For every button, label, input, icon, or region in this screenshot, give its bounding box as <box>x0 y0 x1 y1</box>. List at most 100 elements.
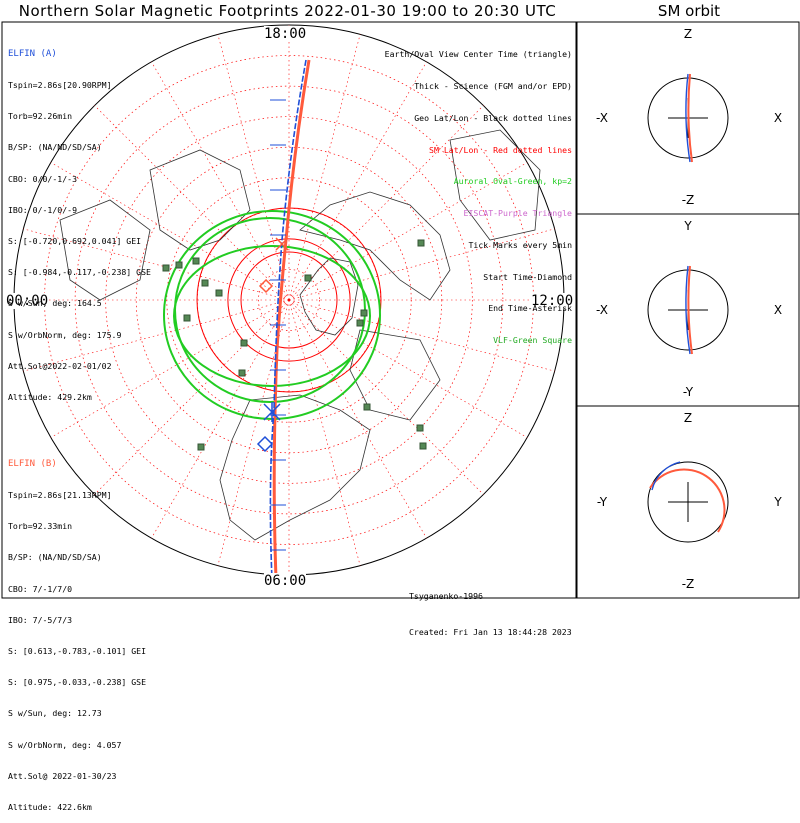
vlf-station <box>417 239 425 247</box>
footprint-tracks <box>256 59 311 581</box>
elfin-b-line: CBO: 7/-1/7/0 <box>8 583 73 594</box>
sm-lat-ring <box>135 146 443 454</box>
elfin-b-track <box>272 59 311 581</box>
vlf-station <box>356 319 364 327</box>
legend-item: Tick Marks every 5min <box>468 239 572 250</box>
sm-lat-ring <box>74 85 504 515</box>
vlf-station <box>363 403 371 411</box>
sm-orbit-a <box>685 73 691 163</box>
elfin-b-line: B/SP: (NA/ND/SD/SA) <box>8 552 102 563</box>
sm-meridian <box>50 162 290 301</box>
sm-label-left: -X <box>596 111 608 125</box>
legend-item: SM Lat/Lon - Red dotted lines <box>429 144 572 155</box>
clock-label-right: 12:00 <box>531 293 574 309</box>
vlf-station <box>162 264 170 272</box>
vlf-station <box>419 442 427 450</box>
auroral-oval-outer <box>173 245 371 387</box>
vlf-station <box>240 339 248 347</box>
sm-earth-circle <box>647 461 729 543</box>
vlf-station <box>201 279 209 287</box>
sm-label-bottom: -Z <box>682 193 695 207</box>
vlf-stations <box>162 239 427 451</box>
legend-item: Geo Lat/Lon - Black dotted lines <box>414 112 572 123</box>
sm-meridian <box>288 34 361 301</box>
elfin-a-line: B/SP: (NA/ND/SD/SA) <box>8 142 102 153</box>
sm-meridian <box>288 299 361 566</box>
coastline <box>149 149 251 251</box>
sm-meridian <box>288 61 427 301</box>
sm-label-right: X <box>774 303 782 317</box>
legend-item: Start Time-Diamond <box>483 271 572 282</box>
clock-label-left: 00:00 <box>6 293 49 309</box>
elfin-b-line: S w/Sun, deg: 12.73 <box>8 708 102 719</box>
sm-meridian <box>94 105 290 301</box>
sm-meridian <box>151 299 290 539</box>
elfin-b-line: Tspin=2.86s[21.13RPM] <box>8 490 112 501</box>
sm-label-top: Y <box>683 219 692 233</box>
start-diamond-marker <box>256 435 274 453</box>
elfin-a-track <box>269 59 307 581</box>
vlf-station <box>215 289 223 297</box>
vlf-station <box>175 261 183 269</box>
clock-label-bottom: 06:00 <box>264 573 307 589</box>
sm-label-top: Z <box>684 27 692 41</box>
view-center-marker <box>258 278 274 294</box>
sm-meridian <box>288 299 484 495</box>
sm-meridian <box>288 162 528 301</box>
sm-orbit-panels: Z -Z -X X Y -Y -X X Z -Z -Y Y <box>596 27 782 591</box>
sm-meridian <box>288 228 555 301</box>
sm-label-left: -Y <box>597 495 608 509</box>
elfin-b-line: S w/OrbNorm, deg: 4.057 <box>8 739 122 750</box>
elfin-a-line: S w/Sun, deg: 164.5 <box>8 298 102 309</box>
legend-item: Earth/Oval View Center Time (triangle) <box>384 49 572 60</box>
elfin-a-line: IBO: 0/-1/0/-9 <box>8 204 78 215</box>
sm-label-bottom: -Y <box>683 385 694 399</box>
elfin-b-name: ELFIN (B) <box>8 458 57 469</box>
sm-frame <box>576 21 800 599</box>
coastline <box>299 191 451 301</box>
sm-meridian <box>288 105 484 301</box>
legend-item: Thick - Science (FGM and/or EPD) <box>414 80 572 91</box>
vlf-station <box>192 257 200 265</box>
end-asterisk-marker-b <box>275 237 289 251</box>
vlf-station <box>238 369 246 377</box>
elfin-a-line: Att.Sol@2022-02-01/02 <box>8 360 112 371</box>
coastline <box>449 129 541 241</box>
sm-orbit-b <box>649 468 726 533</box>
vlf-station <box>304 274 312 282</box>
coastline <box>299 257 359 336</box>
vlf-station <box>197 443 205 451</box>
elfin-a-line: S w/OrbNorm, deg: 175.9 <box>8 329 122 340</box>
vlf-station <box>183 314 191 322</box>
elfin-a-line: Altitude: 429.2km <box>8 392 92 403</box>
sm-orbit-a <box>685 265 691 355</box>
legend-item: End Time-Asterisk <box>488 303 572 314</box>
clock-label-top: 18:00 <box>264 26 307 42</box>
coastline <box>59 199 151 301</box>
footer-credit: Tsyganenko-1996 <box>409 591 483 601</box>
sm-meridian <box>94 299 290 495</box>
vlf-station <box>416 424 424 432</box>
legend-item: VLF-Green Square <box>493 335 572 346</box>
footer-created: Created: Fri Jan 13 18:44:28 2023 <box>409 627 572 637</box>
sm-label-right: X <box>774 111 782 125</box>
footer: Tsyganenko-1996 Created: Fri Jan 13 18:4… <box>409 566 572 650</box>
elfin-b-line: S: [0.613,-0.783,-0.101] GEI <box>8 646 147 657</box>
coastline <box>219 394 371 541</box>
sm-meridian <box>288 299 427 539</box>
legend-item: EISCAT-Purple Triangle <box>463 208 572 219</box>
sm-lat-ring <box>105 116 473 484</box>
sm-meridian <box>288 299 555 372</box>
page-title: Northern Solar Magnetic Footprints 2022-… <box>18 2 557 20</box>
sm-meridian <box>23 299 290 372</box>
coastline <box>349 329 441 421</box>
elfin-a-name: ELFIN (A) <box>8 48 57 59</box>
elfin-b-line: Torb=92.33min <box>8 521 73 532</box>
elfin-a-line: S: [-0.984,-0.117,-0.238] GSE <box>8 267 151 278</box>
elfin-a-info: ELFIN (A) Tspin=2.86s[20.90RPM] Torb=92.… <box>8 28 151 413</box>
elfin-a-line: Tspin=2.86s[20.90RPM] <box>8 80 112 91</box>
sm-label-top: Z <box>684 411 692 425</box>
sm-orbit-b <box>687 265 693 355</box>
sm-meridian <box>151 61 290 301</box>
elfin-a-line: S: [-0.720,0.692,0.041] GEI <box>8 236 142 247</box>
